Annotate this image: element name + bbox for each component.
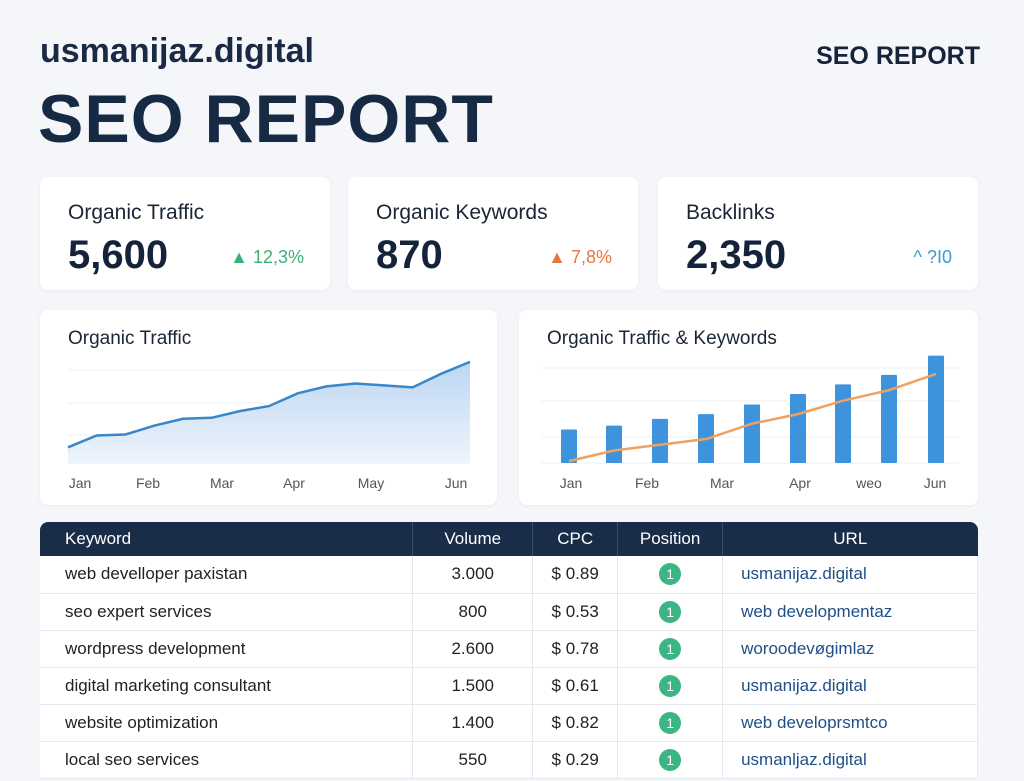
cpc-cell: $ 0.82 [532, 704, 619, 742]
position-badge: 1 [659, 600, 682, 623]
table-header-row: Keyword Volume CPC Position URL [40, 522, 978, 556]
x-tick-label: May [358, 475, 384, 491]
table-row: wordpress development 2.600 $ 0.78 1 woroode… [40, 630, 978, 668]
bar [561, 429, 577, 463]
table-row: web develloper paxistan 3.000 $ 0.89 1 usman… [40, 556, 978, 594]
keyword-cell: wordpress development [40, 630, 414, 668]
chart-title: Organic Traffic [68, 328, 192, 349]
bar [652, 418, 668, 463]
keyword-cell: local seo services [40, 741, 414, 779]
keyword-cell: website optimization [40, 704, 414, 742]
traffic-area [68, 361, 470, 463]
kpi-change: ▲ 12,3% [230, 247, 304, 267]
url-link[interactable]: usmanijaz.digital [722, 667, 978, 705]
keyword-cell: digital marketing consultant [40, 667, 414, 705]
kpi-organic-traffic: Organic Traffic 5,600 ▲ 12,3% [40, 177, 330, 290]
bar [744, 404, 760, 463]
x-tick-label: Jun [445, 475, 468, 491]
traffic-line [67, 360, 471, 449]
x-tick-label: Feb [635, 475, 659, 491]
bar [835, 384, 851, 463]
bar [790, 394, 806, 463]
kpi-organic-keywords: Organic Keywords 870 ▲ 7,8% [348, 177, 638, 290]
column-header-url[interactable]: URL [722, 522, 978, 556]
position-cell: 1 [617, 630, 724, 668]
x-tick-label: Jun [924, 475, 947, 491]
bar [928, 355, 944, 463]
bar [881, 374, 897, 463]
traffic-keywords-chart-card: Organic Traffic & Keywords Jan Feb Mar Apr w… [519, 310, 978, 505]
table-row: local seo services 550 $ 0.29 1 usmanljaz.di… [40, 741, 978, 779]
column-header-volume[interactable]: Volume [412, 522, 534, 556]
cpc-cell: $ 0.89 [532, 556, 619, 594]
volume-cell: 2.600 [412, 630, 534, 668]
cpc-cell: $ 0.61 [532, 667, 619, 705]
keyword-cell: web develloper paxistan [40, 556, 414, 594]
kpi-backlinks: Backlinks 2,350 ^ ?I0 [658, 177, 978, 290]
position-cell: 1 [617, 704, 724, 742]
column-header-position[interactable]: Position [617, 522, 724, 556]
kpi-label: Backlinks [686, 201, 775, 224]
kpi-label: Organic Keywords [376, 201, 548, 224]
volume-cell: 1.400 [412, 704, 534, 742]
x-tick-label: Jan [69, 475, 92, 491]
kpi-change: ▲ 7,8% [548, 247, 612, 267]
organic-traffic-chart: Jan Feb Mar Apr May Jun [67, 360, 471, 491]
position-badge: 1 [659, 748, 682, 771]
header-label: SEO REPORT [816, 42, 980, 70]
x-tick-label: Apr [789, 475, 811, 491]
position-badge: 1 [659, 563, 682, 586]
table-row: website optimization 1.400 $ 0.82 1 web deve… [40, 704, 978, 742]
kpi-value: 2,350 [686, 233, 787, 277]
cpc-cell: $ 0.78 [532, 630, 619, 668]
url-link[interactable]: usmanijaz.digital [722, 556, 978, 594]
cpc-cell: $ 0.53 [532, 593, 619, 631]
kpi-value: 5,600 [68, 233, 169, 277]
cpc-cell: $ 0.29 [532, 741, 619, 779]
position-cell: 1 [617, 741, 724, 779]
x-tick-label: Mar [710, 475, 734, 491]
volume-cell: 550 [412, 741, 534, 779]
page-title: SEO REPORT [38, 81, 494, 157]
x-tick-label: Mar [210, 475, 234, 491]
x-tick-label: Jan [560, 475, 583, 491]
volume-cell: 800 [412, 593, 534, 631]
url-link[interactable]: usmanljaz.digital [722, 741, 978, 779]
organic-traffic-chart-card: Organic Traffic Jan Feb Mar Apr May Jun [40, 310, 497, 505]
bar [606, 425, 622, 463]
position-cell: 1 [617, 667, 724, 705]
chart-title: Organic Traffic & Keywords [547, 328, 777, 349]
keywords-table: Keyword Volume CPC Position URL web devellop… [40, 522, 978, 779]
position-badge: 1 [659, 711, 682, 734]
table-row: digital marketing consultant 1.500 $ 0.61 1… [40, 667, 978, 705]
x-tick-label: Apr [283, 475, 305, 491]
brand-name: usmanijaz.digital [40, 32, 314, 70]
url-link[interactable]: woroodevøgimlaz [722, 630, 978, 668]
keywords-line [568, 372, 937, 463]
url-link[interactable]: web developmentaz [722, 593, 978, 631]
column-header-keyword[interactable]: Keyword [40, 522, 414, 556]
traffic-keywords-chart: Jan Feb Mar Apr weo Jun [541, 355, 959, 491]
position-cell: 1 [617, 593, 724, 631]
kpi-label: Organic Traffic [68, 201, 205, 224]
x-tick-label: Feb [136, 475, 160, 491]
position-cell: 1 [617, 556, 724, 594]
position-badge: 1 [659, 637, 682, 660]
kpi-change: ^ ?I0 [913, 247, 952, 267]
table-row: seo expert services 800 $ 0.53 1 web develop… [40, 593, 978, 631]
keyword-cell: seo expert services [40, 593, 414, 631]
column-header-cpc[interactable]: CPC [532, 522, 619, 556]
position-badge: 1 [659, 674, 682, 697]
x-tick-label: weo [855, 475, 882, 491]
url-link[interactable]: web developrsmtco [722, 704, 978, 742]
volume-cell: 1.500 [412, 667, 534, 705]
volume-cell: 3.000 [412, 556, 534, 594]
kpi-value: 870 [376, 233, 443, 277]
